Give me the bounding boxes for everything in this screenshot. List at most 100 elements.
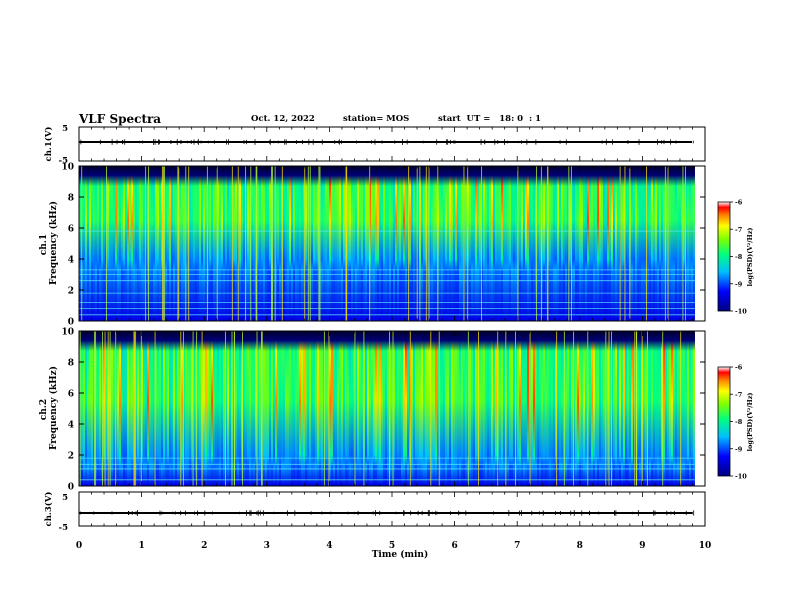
spectrogram-column — [591, 331, 594, 486]
spectrogram-column — [623, 166, 626, 321]
spectrogram-column — [445, 331, 448, 486]
spectrogram-column — [517, 331, 520, 486]
spectrogram-column — [97, 331, 100, 486]
spectrogram-column — [83, 166, 86, 321]
spectrogram-column — [255, 331, 258, 486]
spectrogram-column — [385, 331, 388, 486]
station-label: station= MOS — [343, 114, 410, 124]
spectrogram-column — [449, 331, 452, 486]
spectrogram-column — [367, 166, 370, 321]
ch1-ylabel-channel: ch.1 — [39, 234, 49, 255]
ch1-ytick-top: 5 — [62, 124, 68, 134]
spectrogram-column — [681, 331, 684, 486]
spectrogram-column — [249, 331, 252, 486]
spectrogram-column — [389, 331, 392, 486]
time-ticklabel: 10 — [699, 541, 712, 551]
spectrogram-column — [411, 166, 414, 321]
spectrogram-column — [219, 166, 222, 321]
spectrogram-column — [495, 331, 498, 486]
spectrogram-column — [117, 166, 120, 321]
spectrogram-column — [143, 331, 146, 486]
spectrogram-column — [543, 331, 546, 486]
spectrogram-column — [557, 331, 560, 486]
spectrogram-column — [493, 331, 496, 486]
spectrogram-column — [459, 331, 462, 486]
spectrogram-column — [533, 331, 536, 486]
spectrogram-column — [183, 166, 186, 321]
spectrogram-column — [209, 166, 212, 321]
spectrogram-column — [295, 166, 298, 321]
spectrogram-column — [479, 331, 482, 486]
spectrogram-column — [309, 331, 312, 486]
spectrogram-column — [581, 331, 584, 486]
spectrogram-column — [329, 166, 332, 321]
spectrogram-column — [431, 331, 434, 486]
spectrogram-column — [657, 166, 660, 321]
spectrogram-column — [299, 331, 302, 486]
spectrogram-column — [253, 166, 256, 321]
spectrogram-column — [269, 166, 272, 321]
spectrogram-column — [89, 331, 92, 486]
spectrogram-column — [445, 166, 448, 321]
spectrogram-column — [459, 166, 462, 321]
spectrogram-column — [453, 166, 456, 321]
spectrogram-column — [679, 166, 682, 321]
spectrogram-column — [183, 331, 186, 486]
spectrogram-column — [595, 166, 598, 321]
spectrogram-column — [549, 331, 552, 486]
spectrogram-column — [485, 166, 488, 321]
spectrogram-column — [579, 331, 582, 486]
spectrogram-column — [331, 331, 334, 486]
spectrogram-column — [415, 166, 418, 321]
spectrogram-column — [293, 331, 296, 486]
spectrogram-column — [361, 331, 364, 486]
spectrogram-column — [451, 331, 454, 486]
spectrogram-column — [527, 166, 530, 321]
spectrogram-column — [427, 166, 430, 321]
spectrogram-column — [323, 166, 326, 321]
spectrogram-column — [147, 166, 150, 321]
spectrogram-column — [247, 331, 250, 486]
time-ticklabel: 3 — [264, 541, 270, 551]
spectrogram-column — [101, 166, 104, 321]
spectrogram-column — [289, 166, 292, 321]
spectrogram-column — [125, 331, 128, 486]
spectrogram-column — [559, 166, 562, 321]
spectrogram-column — [139, 166, 142, 321]
spectrogram-column — [693, 166, 696, 321]
spectrogram-column — [569, 166, 572, 321]
spectrogram-column — [545, 331, 548, 486]
spectrogram-column — [443, 331, 446, 486]
spectrogram-column — [373, 331, 376, 486]
spectrogram-column — [225, 166, 228, 321]
spectrogram-column — [163, 331, 166, 486]
spectrogram-column — [113, 166, 116, 321]
ch2-freq-ticklabel: 2 — [68, 452, 74, 462]
spectrogram-column — [235, 166, 238, 321]
spectrogram-column — [477, 166, 480, 321]
spectrogram-column — [287, 331, 290, 486]
spectrogram-column — [621, 166, 624, 321]
spectrogram-column — [577, 331, 580, 486]
spectrogram-column — [405, 166, 408, 321]
spectrogram-column — [315, 166, 318, 321]
spectrogram-column — [175, 166, 178, 321]
time-axis-label: Time (min) — [372, 549, 429, 560]
spectrogram-column — [243, 331, 246, 486]
spectrogram-column — [607, 331, 610, 486]
ch2-colorbar: -6 -7 -8 -9 -10 log(PSD)(V²/Hz) — [717, 364, 754, 481]
spectrogram-column — [547, 331, 550, 486]
ch1-ylabel-frequency: Frequency (kHz) — [48, 201, 59, 285]
spectrogram-column — [129, 166, 132, 321]
spectrogram-column — [131, 166, 134, 321]
spectrogram-column — [263, 331, 266, 486]
spectrogram-column — [537, 331, 540, 486]
spectrogram-column — [511, 331, 514, 486]
spectrogram-column — [541, 331, 544, 486]
ch1-freq-ticklabel: 6 — [68, 225, 74, 235]
spectrogram-column — [397, 166, 400, 321]
spectrogram-column — [337, 166, 340, 321]
spectrogram-column — [215, 166, 218, 321]
spectrogram-column — [381, 166, 384, 321]
spectrogram-column — [301, 331, 304, 486]
